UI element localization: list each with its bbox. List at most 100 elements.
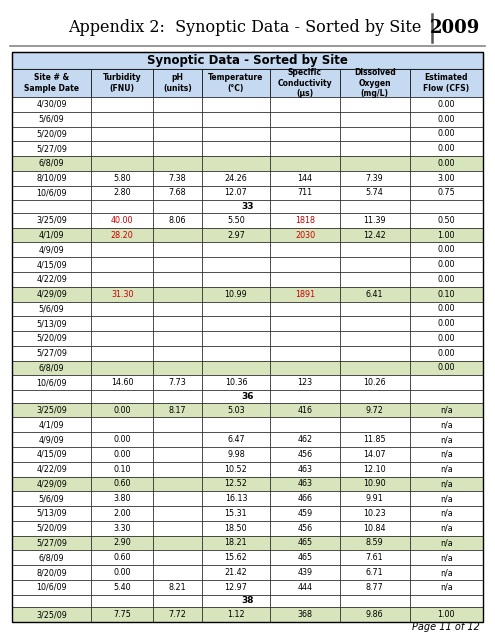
Bar bbox=[270, 580, 340, 595]
Bar bbox=[153, 506, 202, 521]
Bar bbox=[340, 417, 409, 432]
Bar bbox=[153, 331, 202, 346]
Text: Estimated
Flow (CFS): Estimated Flow (CFS) bbox=[423, 73, 469, 93]
Bar bbox=[153, 272, 202, 287]
Bar bbox=[340, 492, 409, 506]
Bar bbox=[270, 287, 340, 301]
Bar bbox=[153, 141, 202, 156]
Bar bbox=[202, 580, 270, 595]
Text: 7.68: 7.68 bbox=[169, 189, 187, 198]
Text: 1.00: 1.00 bbox=[438, 230, 455, 239]
Text: 5/6/09: 5/6/09 bbox=[39, 115, 64, 124]
Text: 465: 465 bbox=[297, 538, 312, 547]
Text: pH
(units): pH (units) bbox=[163, 73, 192, 93]
Bar bbox=[270, 69, 340, 97]
Text: 5/27/09: 5/27/09 bbox=[36, 349, 67, 358]
Bar bbox=[409, 257, 483, 272]
Bar bbox=[270, 477, 340, 492]
Text: 7.38: 7.38 bbox=[169, 173, 187, 183]
Text: 0.00: 0.00 bbox=[438, 100, 455, 109]
Text: 3.30: 3.30 bbox=[113, 524, 131, 532]
Text: Specific
Conductivity
(μs): Specific Conductivity (μs) bbox=[278, 68, 332, 99]
Text: 2009: 2009 bbox=[430, 19, 480, 37]
Bar bbox=[340, 346, 409, 360]
Text: 8.21: 8.21 bbox=[169, 583, 187, 592]
Bar bbox=[340, 316, 409, 331]
Bar bbox=[12, 301, 91, 316]
Text: 1818: 1818 bbox=[295, 216, 315, 225]
Bar bbox=[409, 360, 483, 376]
Bar bbox=[270, 607, 340, 622]
Bar bbox=[202, 127, 270, 141]
Bar bbox=[12, 257, 91, 272]
Bar bbox=[340, 477, 409, 492]
Bar bbox=[91, 595, 153, 607]
Bar bbox=[270, 432, 340, 447]
Bar bbox=[270, 186, 340, 200]
Bar bbox=[340, 112, 409, 127]
Bar bbox=[270, 403, 340, 417]
Text: 0.00: 0.00 bbox=[438, 305, 455, 314]
Bar bbox=[91, 213, 153, 228]
Text: 10/6/09: 10/6/09 bbox=[36, 189, 67, 198]
Text: n/a: n/a bbox=[440, 509, 452, 518]
Text: 5.03: 5.03 bbox=[227, 406, 245, 415]
Bar bbox=[202, 97, 270, 112]
Bar bbox=[270, 127, 340, 141]
Bar bbox=[12, 376, 91, 390]
Text: 7.39: 7.39 bbox=[366, 173, 384, 183]
Text: 16.13: 16.13 bbox=[225, 494, 247, 503]
Bar bbox=[12, 243, 91, 257]
Bar bbox=[202, 141, 270, 156]
Text: 10.84: 10.84 bbox=[363, 524, 386, 532]
Bar bbox=[409, 550, 483, 565]
Bar bbox=[12, 477, 91, 492]
Bar bbox=[12, 550, 91, 565]
Bar bbox=[409, 127, 483, 141]
Bar bbox=[202, 69, 270, 97]
Text: 5/13/09: 5/13/09 bbox=[36, 509, 67, 518]
Text: 416: 416 bbox=[297, 406, 312, 415]
Bar bbox=[270, 171, 340, 186]
Bar bbox=[409, 301, 483, 316]
Bar bbox=[12, 156, 91, 171]
Bar bbox=[91, 272, 153, 287]
Bar bbox=[153, 595, 202, 607]
Bar bbox=[91, 550, 153, 565]
Bar bbox=[12, 52, 483, 622]
Text: 0.50: 0.50 bbox=[438, 216, 455, 225]
Bar bbox=[153, 127, 202, 141]
Text: 5/20/09: 5/20/09 bbox=[36, 129, 67, 138]
Text: 5.40: 5.40 bbox=[113, 583, 131, 592]
Bar bbox=[270, 331, 340, 346]
Text: 2030: 2030 bbox=[295, 230, 315, 239]
Text: 0.00: 0.00 bbox=[438, 129, 455, 138]
Bar bbox=[91, 69, 153, 97]
Text: 3/25/09: 3/25/09 bbox=[36, 610, 67, 619]
Bar bbox=[12, 52, 483, 69]
Bar bbox=[409, 580, 483, 595]
Bar bbox=[12, 331, 91, 346]
Bar bbox=[409, 462, 483, 477]
Bar bbox=[202, 376, 270, 390]
Bar bbox=[202, 156, 270, 171]
Bar bbox=[202, 447, 270, 462]
Bar bbox=[202, 200, 270, 213]
Bar bbox=[340, 272, 409, 287]
Text: 123: 123 bbox=[297, 378, 312, 387]
Text: 33: 33 bbox=[241, 202, 254, 211]
Bar bbox=[153, 69, 202, 97]
Bar bbox=[409, 390, 483, 403]
Bar bbox=[91, 200, 153, 213]
Text: 12.97: 12.97 bbox=[225, 583, 248, 592]
Text: 8.59: 8.59 bbox=[366, 538, 384, 547]
Bar bbox=[340, 565, 409, 580]
Bar bbox=[153, 447, 202, 462]
Bar bbox=[270, 550, 340, 565]
Bar bbox=[270, 595, 340, 607]
Text: 7.73: 7.73 bbox=[169, 378, 187, 387]
Bar bbox=[409, 200, 483, 213]
Bar bbox=[153, 462, 202, 477]
Text: 10/6/09: 10/6/09 bbox=[36, 378, 67, 387]
Text: 0.00: 0.00 bbox=[438, 260, 455, 269]
